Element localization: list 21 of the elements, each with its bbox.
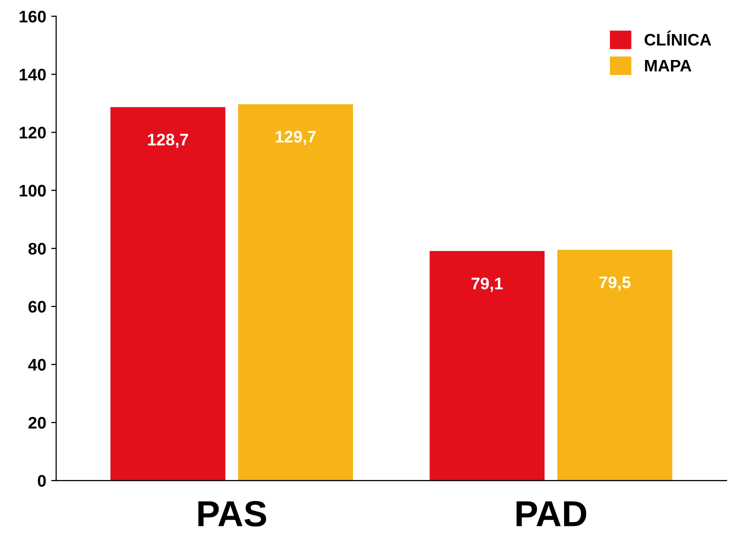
data-label: 128,7: [148, 134, 188, 148]
legend-label: MAPA: [645, 60, 692, 72]
data-label: 129,7: [276, 130, 316, 145]
y-tick-label: 40: [28, 358, 46, 371]
y-tick-label: 20: [28, 416, 46, 429]
y-tick-label: 80: [28, 242, 46, 255]
y-tick-label: 160: [20, 10, 46, 22]
legend-label: CLÍNICA: [644, 30, 712, 46]
bar: [110, 107, 226, 481]
y-tick-label: 140: [20, 68, 46, 81]
x-tick-label: PAD: [516, 501, 586, 526]
y-tick-label: 60: [28, 300, 46, 313]
y-tick-label: 120: [20, 126, 46, 139]
data-label: 79,1: [472, 278, 503, 292]
y-tick-label: 0: [38, 474, 46, 487]
y-tick-label: 100: [20, 184, 46, 197]
data-label: 79,5: [599, 276, 631, 291]
bar: [557, 250, 672, 481]
bar: [430, 251, 545, 481]
x-tick-label: PAS: [198, 500, 266, 527]
bar: [238, 104, 354, 481]
